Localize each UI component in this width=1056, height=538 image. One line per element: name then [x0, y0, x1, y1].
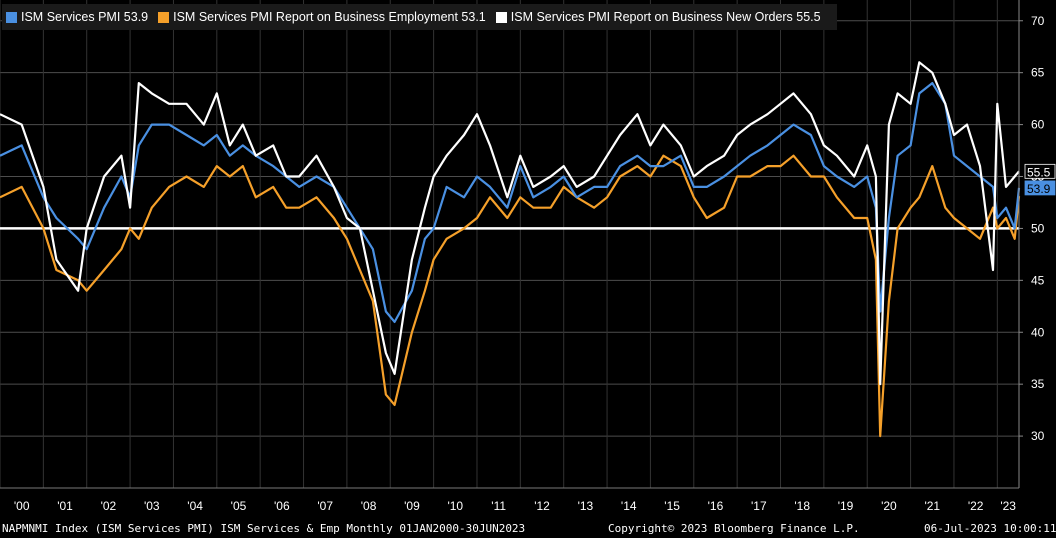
y-tick-label-65: 65	[1031, 66, 1045, 80]
series-lines	[0, 61, 1021, 438]
x-tick-label-'05: '05	[231, 499, 247, 513]
grid-lines	[0, 0, 1019, 518]
x-tick-label-'17: '17	[751, 499, 767, 513]
x-tick-label-'02: '02	[101, 499, 117, 513]
x-tick-label-'13: '13	[578, 499, 594, 513]
x-axis-band	[0, 488, 1019, 519]
y-tick-label-50: 50	[1031, 221, 1045, 235]
y-tick-label-30: 30	[1031, 429, 1045, 443]
series-line-0	[0, 81, 1021, 323]
series-line-1	[0, 154, 1021, 438]
legend-item-employment[interactable]: ISM Services PMI Report on Business Empl…	[158, 10, 486, 24]
chart-background	[0, 0, 1056, 519]
legend-swatch-employment	[158, 11, 170, 23]
x-tick-label-'15: '15	[664, 499, 680, 513]
x-tick-label-'14: '14	[621, 499, 637, 513]
footer-ticker: NAPMNMI Index (ISM Services PMI) ISM Ser…	[2, 522, 526, 535]
y-tick-label-70: 70	[1031, 14, 1045, 28]
footer-copyright: Copyright© 2023 Bloomberg Finance L.P.	[608, 522, 860, 535]
x-tick-label-'08: '08	[361, 499, 377, 513]
chart-area: 303540455055606570 '00'01'02'03'04'05'06…	[0, 0, 1056, 519]
last-value-box-1	[1024, 180, 1056, 196]
x-tick-label-'09: '09	[404, 499, 420, 513]
last-value-labels: 55.5 53.9	[1024, 163, 1056, 196]
x-tick-label-'16: '16	[708, 499, 724, 513]
legend-swatch-new-orders	[495, 11, 507, 23]
x-tick-label-'10: '10	[447, 499, 463, 513]
x-tick-label-'04: '04	[187, 499, 203, 513]
legend-label-new-orders: ISM Services PMI Report on Business New …	[510, 10, 821, 24]
x-tick-label-'12: '12	[534, 499, 550, 513]
x-tick-label-'21: '21	[924, 499, 940, 513]
last-value-box-0	[1024, 163, 1056, 179]
y-tick-label-45: 45	[1031, 273, 1045, 287]
legend-swatch-pmi	[6, 11, 17, 23]
y-tick-label-40: 40	[1031, 325, 1045, 339]
footer-timestamp: 06-Jul-2023 10:00:11	[924, 522, 1056, 535]
legend-item-new-orders[interactable]: ISM Services PMI Report on Business New …	[495, 10, 821, 24]
last-value-label-1: 53.9	[1027, 182, 1051, 196]
legend: ISM Services PMI 53.9 ISM Services PMI R…	[2, 4, 837, 30]
footer: NAPMNMI Index (ISM Services PMI) ISM Ser…	[0, 519, 1056, 538]
x-tick-label-'20: '20	[881, 499, 897, 513]
x-tick-label-'00: '00	[14, 499, 30, 513]
x-axis: '00 '01 '02 '03 '04 '05 '06 '07 '08 '09 '10 '11 '12 '…	[0, 487, 1019, 519]
y-tick-label-60: 60	[1031, 118, 1045, 132]
x-tick-label-'01: '01	[57, 499, 73, 513]
x-tick-label-'07: '07	[317, 499, 333, 513]
legend-label-employment: ISM Services PMI Report on Business Empl…	[173, 10, 486, 24]
last-value-label-0: 55.5	[1027, 165, 1051, 179]
legend-item-pmi[interactable]: ISM Services PMI 53.9	[6, 10, 148, 24]
y-tick-label-35: 35	[1031, 377, 1045, 391]
x-tick-label-'06: '06	[274, 499, 290, 513]
x-tick-label-'19: '19	[838, 499, 854, 513]
x-tick-label-'23: '23	[1000, 499, 1016, 513]
legend-label-pmi: ISM Services PMI 53.9	[21, 10, 149, 24]
x-tick-label-'11: '11	[491, 499, 506, 513]
x-tick-label-'18: '18	[794, 499, 810, 513]
series-line-2	[0, 61, 1020, 386]
x-tick-label-'22: '22	[968, 499, 984, 513]
x-tick-label-'03: '03	[144, 499, 160, 513]
